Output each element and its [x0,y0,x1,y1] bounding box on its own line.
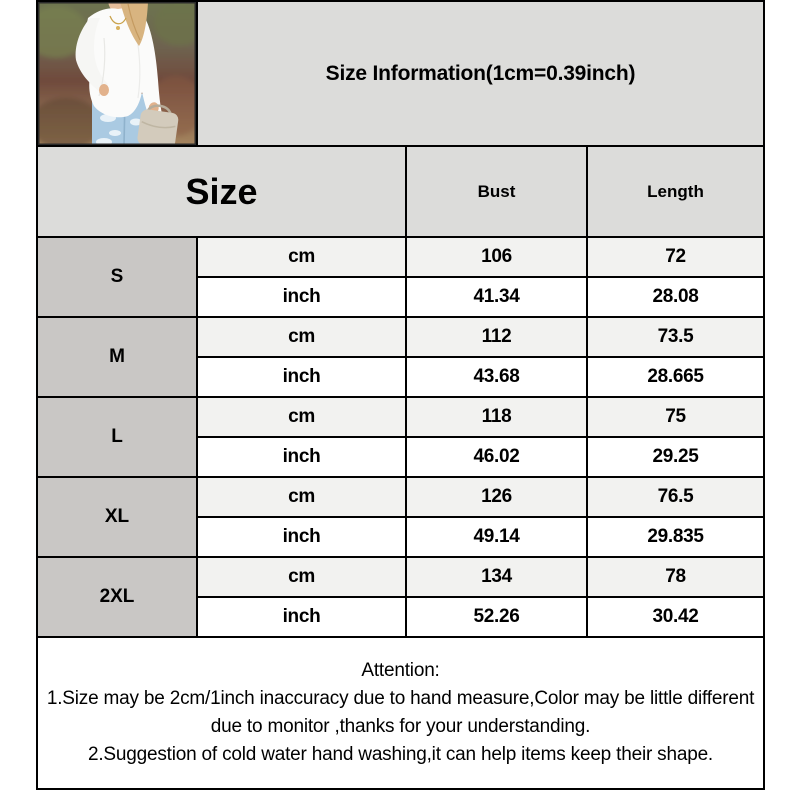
table-row-l-cm: L cm 118 75 [36,396,765,478]
necklace [109,15,127,30]
size-label-s: S [36,236,198,318]
unit-label-cm: cm [196,316,407,358]
size-label-m: M [36,316,198,398]
table-row-xl-cm: XL cm 126 76.5 [36,476,765,558]
length-inch-value: 29.25 [586,436,765,478]
top-row: Size Information(1cm=0.39inch) [36,0,765,147]
attention-note-block: Attention: 1.Size may be 2cm/1inch inacc… [36,636,765,790]
length-cm-value: 73.5 [586,316,765,358]
table-row-m-inch: inch 43.68 28.665 [37,356,765,398]
attention-row: Attention: 1.Size may be 2cm/1inch inacc… [36,636,765,790]
unit-label-inch: inch [196,596,407,638]
handbag [137,102,179,144]
bust-cm-value: 106 [405,236,588,278]
model-figure [75,3,179,144]
size-label-xl: XL [36,476,198,558]
unit-label-cm: cm [196,556,407,598]
bust-cm-value: 134 [405,556,588,598]
length-inch-value: 28.665 [586,356,765,398]
bust-cm-value: 126 [405,476,588,518]
table-row-l-inch: inch 46.02 29.25 [37,436,765,478]
bust-inch-value: 52.26 [405,596,588,638]
bust-cm-value: 118 [405,396,588,438]
unit-label-cm: cm [196,476,407,518]
table-row-xl-inch: inch 49.14 29.835 [37,516,765,558]
table-header-row: Size Bust Length [36,145,765,238]
table-row-s-cm: S cm 106 72 [36,236,765,318]
length-inch-value: 28.08 [586,276,765,318]
unit-label-inch: inch [196,516,407,558]
column-header-size: Size [36,145,407,238]
length-cm-value: 75 [586,396,765,438]
attention-note-1: 1.Size may be 2cm/1inch inaccuracy due t… [46,688,755,737]
length-cm-value: 78 [586,556,765,598]
table-row-2xl-cm: 2XL cm 134 78 [36,556,765,638]
bust-inch-value: 41.34 [405,276,588,318]
sheet-title: Size Information(1cm=0.39inch) [196,0,765,147]
unit-label-inch: inch [196,276,407,318]
unit-label-cm: cm [196,236,407,278]
product-photo [39,3,195,144]
hair [120,3,148,46]
product-photo-cell [36,0,198,147]
bust-cm-value: 112 [405,316,588,358]
size-label-2xl: 2XL [36,556,198,638]
length-inch-value: 29.835 [586,516,765,558]
bust-inch-value: 49.14 [405,516,588,558]
size-table: Size Information(1cm=0.39inch) Size Bust… [36,0,765,790]
length-inch-value: 30.42 [586,596,765,638]
length-cm-value: 72 [586,236,765,278]
unit-label-cm: cm [196,396,407,438]
column-header-bust: Bust [405,145,588,238]
unit-label-inch: inch [196,356,407,398]
table-row-2xl-inch: inch 52.26 30.42 [37,596,765,638]
attention-note-2: 2.Suggestion of cold water hand washing,… [87,744,714,765]
bust-inch-value: 43.68 [405,356,588,398]
unit-label-inch: inch [196,436,407,478]
size-label-l: L [36,396,198,478]
bust-inch-value: 46.02 [405,436,588,478]
attention-title: Attention: [361,660,440,681]
column-header-length: Length [586,145,765,238]
table-row-s-inch: inch 41.34 28.08 [37,276,765,318]
table-row-m-cm: M cm 112 73.5 [36,316,765,398]
length-cm-value: 76.5 [586,476,765,518]
